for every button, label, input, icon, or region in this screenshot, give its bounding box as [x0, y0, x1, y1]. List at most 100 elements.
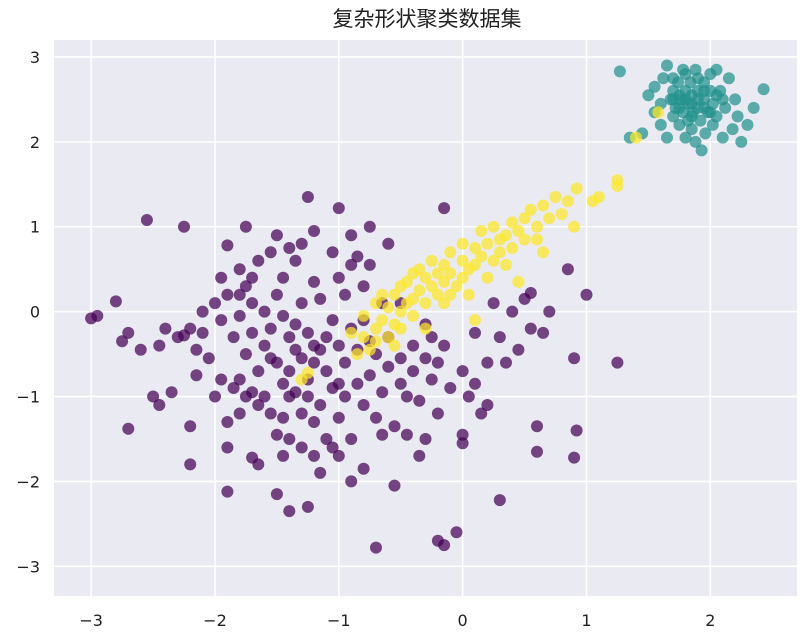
y-tick-label: 2 [30, 133, 40, 152]
data-point [320, 331, 333, 344]
x-tick-label: −3 [79, 611, 103, 630]
data-point [332, 449, 345, 462]
data-point [413, 263, 426, 276]
data-point [506, 216, 519, 229]
data-point [456, 237, 469, 250]
data-point [438, 202, 451, 215]
data-point [469, 326, 481, 339]
data-point [425, 373, 438, 386]
data-point [531, 445, 543, 458]
data-point [221, 441, 234, 454]
data-point [741, 118, 754, 131]
data-point [357, 399, 370, 411]
data-point [184, 458, 197, 471]
data-point [184, 420, 197, 433]
data-point [431, 407, 444, 420]
data-point [757, 83, 770, 96]
data-point [382, 360, 395, 373]
data-point [518, 212, 531, 225]
data-point [345, 326, 358, 339]
x-tick-label: 1 [581, 611, 591, 630]
data-point [270, 229, 283, 242]
data-point [487, 254, 500, 267]
data-point [165, 386, 178, 399]
data-point [363, 258, 376, 271]
data-point [357, 462, 370, 475]
x-tick-label: −2 [203, 611, 227, 630]
data-point [345, 475, 358, 488]
data-point [295, 373, 308, 386]
data-point [264, 407, 277, 420]
series-1 [613, 59, 770, 157]
data-point [246, 386, 259, 399]
y-tick-label: −3 [16, 557, 40, 576]
data-point [264, 322, 277, 335]
data-point [512, 225, 525, 237]
data-point [140, 214, 153, 226]
data-point [270, 288, 283, 301]
data-point [320, 433, 333, 445]
data-point [370, 335, 382, 348]
data-point [475, 225, 488, 237]
data-point [221, 288, 234, 301]
series-2 [295, 174, 624, 386]
data-point [419, 322, 432, 335]
data-point [699, 127, 712, 140]
data-point [221, 485, 234, 498]
data-point [661, 131, 673, 144]
x-tick-label: 0 [458, 611, 468, 630]
data-point [570, 182, 583, 195]
data-point [657, 72, 670, 85]
data-point [506, 305, 519, 318]
data-point [394, 377, 407, 390]
data-point [667, 72, 680, 85]
data-point [283, 331, 296, 344]
data-point [221, 239, 234, 252]
data-point [469, 377, 481, 390]
data-point [481, 271, 494, 284]
data-point [233, 288, 246, 301]
data-point [419, 433, 432, 445]
data-point [91, 309, 104, 322]
data-point [270, 428, 283, 441]
data-point [215, 373, 228, 386]
data-point [370, 411, 382, 424]
data-point [314, 292, 327, 305]
data-point [493, 494, 506, 507]
data-point [710, 63, 723, 76]
data-point [295, 441, 308, 454]
data-point [370, 297, 382, 310]
data-point [613, 65, 626, 78]
data-point [450, 280, 463, 293]
data-point [382, 237, 395, 250]
data-point [500, 258, 512, 271]
data-point [726, 123, 739, 136]
data-point [444, 288, 457, 301]
data-point [363, 369, 376, 382]
data-point [537, 326, 550, 339]
data-point [531, 233, 543, 246]
data-point [332, 202, 345, 215]
data-point [685, 123, 698, 136]
data-point [246, 297, 259, 310]
data-point [611, 356, 624, 369]
data-point [134, 343, 147, 356]
data-point [277, 411, 290, 424]
data-point [568, 352, 581, 365]
data-point [370, 322, 382, 335]
data-point [357, 280, 370, 293]
data-point [159, 322, 172, 335]
data-point [295, 237, 308, 250]
data-point [227, 331, 240, 344]
data-point [308, 275, 320, 288]
data-point [456, 428, 469, 441]
data-point [283, 242, 296, 254]
data-point [561, 263, 574, 276]
x-axis-ticks: −3 −2 −1 0 1 2 [79, 611, 715, 630]
data-point [190, 343, 203, 356]
data-point [277, 271, 290, 284]
data-point [153, 339, 166, 352]
data-point [438, 258, 451, 271]
data-point [580, 288, 593, 301]
